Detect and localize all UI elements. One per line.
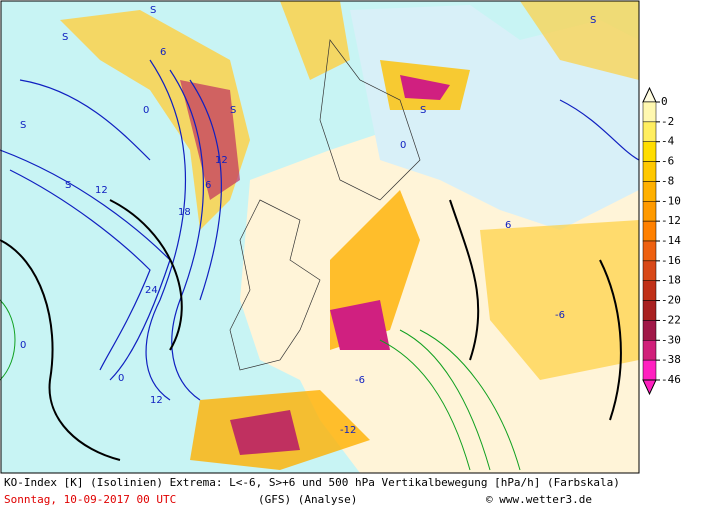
colorbar-segment	[642, 240, 657, 262]
map-label: 0	[20, 340, 26, 351]
colorbar-bottom	[642, 379, 657, 396]
colorbar-segment	[642, 300, 657, 321]
colorbar-segment	[642, 260, 657, 281]
colorbar-label: -8	[661, 174, 674, 187]
colorbar-segment	[642, 340, 657, 361]
colorbar-label: -4	[661, 135, 675, 148]
footer-date: Sonntag, 10-09-2017 00 UTC	[4, 493, 176, 506]
colorbar-label: -46	[661, 373, 681, 386]
map-label: S	[590, 15, 596, 26]
map-label: S	[420, 105, 426, 116]
colorbar-label: -6	[661, 155, 674, 168]
map-label: 6	[160, 47, 166, 58]
colorbar-segment	[642, 181, 657, 202]
map-label: 0	[143, 105, 149, 116]
colorbar-segment	[642, 359, 657, 381]
map	[0, 1, 640, 473]
colorbar-label: 0	[661, 95, 668, 108]
colorbar-segment	[642, 201, 657, 222]
map-label: -6	[355, 375, 365, 386]
map-label: S	[20, 120, 26, 131]
map-label: 6	[505, 220, 511, 231]
colorbar-label: -14	[661, 234, 681, 247]
map-label: S	[65, 180, 71, 191]
colorbar-segment	[642, 101, 657, 123]
colorbar-label: -20	[661, 294, 681, 307]
colorbar-label: -2	[661, 115, 674, 128]
map-label: -12	[340, 425, 356, 436]
map-label: 18	[178, 207, 191, 218]
colorbar-segment	[642, 161, 657, 182]
map-label: 24	[145, 285, 158, 296]
map-label: S	[230, 105, 236, 116]
footer-credit: © www.wetter3.de	[486, 493, 592, 506]
map-label: -6	[555, 310, 565, 321]
colorbar-segment	[642, 121, 657, 142]
map-label: 12	[150, 395, 163, 406]
colorbar: 0 -2 -4 -6 -8 -10 -12 -14 -16 -18 -20 -22 -30 -38 -46	[642, 86, 681, 396]
colorbar-segment	[642, 220, 657, 242]
colorbar-label: -18	[661, 274, 681, 287]
map-label: S	[62, 32, 68, 43]
map-frame	[0, 0, 640, 474]
map-label: 6	[205, 180, 211, 191]
map-label: 0	[400, 140, 406, 151]
colorbar-label: -12	[661, 214, 681, 227]
map-label: 12	[215, 155, 228, 166]
colorbar-label: -16	[661, 254, 681, 267]
colorbar-segment	[642, 320, 657, 341]
map-label: S	[150, 5, 156, 16]
map-labels: S S S S S S 0 0 0 6 6 12 12 18 24 -6 -12 -6 12 0 6 S	[20, 5, 596, 436]
colorbar-label: -38	[661, 353, 681, 366]
map-label: 0	[118, 373, 124, 384]
colorbar-label: -22	[661, 313, 681, 326]
colorbar-label: -30	[661, 333, 681, 346]
footer-title: KO-Index [K] (Isolinien) Extrema: L<-6, …	[4, 476, 620, 489]
map-label: 12	[95, 185, 108, 196]
colorbar-segment	[642, 280, 657, 301]
colorbar-segment	[642, 141, 657, 162]
colorbar-label: -10	[661, 194, 681, 207]
footer-model: (GFS) (Analyse)	[258, 493, 357, 506]
